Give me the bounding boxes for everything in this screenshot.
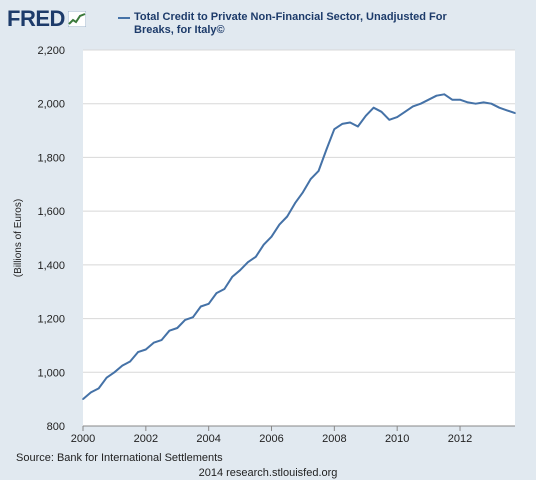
data-point [514, 112, 516, 114]
gridlines [83, 49, 515, 373]
data-point [427, 98, 430, 101]
data-point [200, 305, 202, 308]
legend-label: Total Credit to Private Non-Financial Se… [134, 11, 447, 36]
fred-logo[interactable]: FRED [7, 6, 86, 32]
data-point [380, 111, 383, 113]
data-point [97, 387, 100, 390]
data-point [506, 109, 508, 112]
data-point [168, 329, 171, 332]
series-points [82, 93, 516, 400]
legend-swatch [118, 17, 130, 19]
data-point [129, 360, 131, 363]
data-point [404, 111, 406, 113]
footer-credit: 2014 research.stlouisfed.org [198, 467, 338, 479]
y-tick-label: 1,800 [37, 152, 65, 164]
y-tick-label: 1,400 [37, 260, 65, 272]
data-point [176, 327, 179, 329]
series-line [82, 93, 516, 400]
data-point [490, 102, 493, 105]
trend-chart-icon [67, 11, 86, 27]
plot-area [83, 50, 515, 426]
data-point [396, 116, 399, 118]
data-point [451, 98, 454, 101]
x-tick-label: 2008 [322, 433, 346, 445]
data-point [255, 255, 257, 258]
data-point [184, 319, 186, 321]
x-tick-label: 2012 [448, 433, 472, 445]
data-point [262, 243, 265, 246]
data-point [270, 235, 273, 238]
data-point [223, 288, 226, 290]
data-point [82, 398, 84, 400]
x-tick-label: 2002 [134, 433, 158, 445]
data-point [443, 93, 446, 96]
data-point [498, 106, 501, 109]
data-point [239, 269, 241, 272]
y-tick-label: 800 [47, 421, 65, 433]
data-point [90, 391, 92, 394]
data-point [137, 351, 139, 353]
source-note: Source: Bank for International Settlemen… [16, 452, 223, 464]
data-point [294, 202, 296, 204]
data-point [247, 261, 249, 264]
data-point [482, 101, 485, 104]
data-point [121, 364, 124, 367]
data-point [105, 376, 108, 379]
y-tick-label: 2,200 [37, 45, 65, 57]
x-tick-label: 2000 [71, 433, 95, 445]
data-point [215, 292, 218, 294]
x-tick-label: 2004 [196, 433, 220, 445]
data-point [341, 123, 344, 125]
y-tick-label: 2,000 [37, 99, 65, 111]
data-point [372, 106, 375, 109]
chart-legend: Total Credit to Private Non-Financial Se… [118, 11, 448, 37]
data-point [412, 105, 414, 108]
data-point [192, 316, 194, 319]
data-point [207, 303, 210, 305]
data-point [145, 348, 147, 351]
y-tick-label: 1,600 [37, 206, 65, 218]
data-point [160, 339, 163, 341]
data-point [349, 121, 351, 124]
x-axis-ticks: 2000 2002 2004 2006 2008 2010 2012 [71, 426, 472, 445]
data-point [278, 223, 281, 226]
data-point [317, 170, 320, 172]
data-point [113, 371, 116, 374]
data-point [365, 115, 367, 117]
data-point [333, 128, 336, 130]
y-tick-label: 1,200 [37, 314, 65, 326]
data-point [459, 98, 461, 101]
x-tick-label: 2010 [385, 433, 409, 445]
data-point [302, 191, 304, 194]
data-point [286, 215, 289, 218]
y-tick-label: 1,000 [37, 367, 65, 379]
data-point [467, 101, 469, 104]
data-point [152, 341, 155, 344]
x-tick-label: 2006 [259, 433, 283, 445]
data-point [419, 102, 422, 105]
fred-logo-text: FRED [7, 6, 65, 31]
data-point [310, 178, 312, 180]
data-point [388, 119, 391, 121]
data-point [231, 276, 233, 278]
y-axis-ticks: 800 1,000 1,200 1,400 1,600 1,800 2,000 2,200 [37, 45, 65, 433]
y-axis-label: (Billions of Euros) [13, 199, 24, 277]
data-point [435, 94, 438, 97]
data-point [474, 102, 477, 105]
data-point [357, 125, 359, 128]
data-point [325, 148, 328, 151]
